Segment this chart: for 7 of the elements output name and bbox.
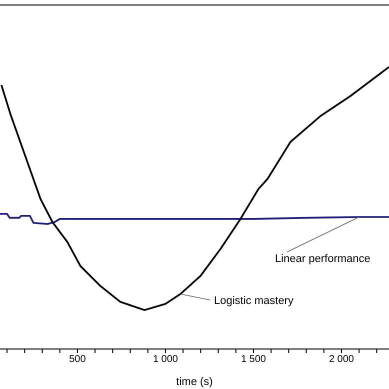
text: Logistic mastery <box>214 295 294 307</box>
x-tick-label: 2 000 <box>328 354 354 366</box>
text: Linear performance <box>275 253 370 265</box>
x-axis-title: time (s) <box>176 376 213 388</box>
x-tick-label: 1 000 <box>152 354 178 366</box>
x-tick-label: 500 <box>69 354 86 366</box>
x-tick-label: 1 500 <box>240 354 266 366</box>
